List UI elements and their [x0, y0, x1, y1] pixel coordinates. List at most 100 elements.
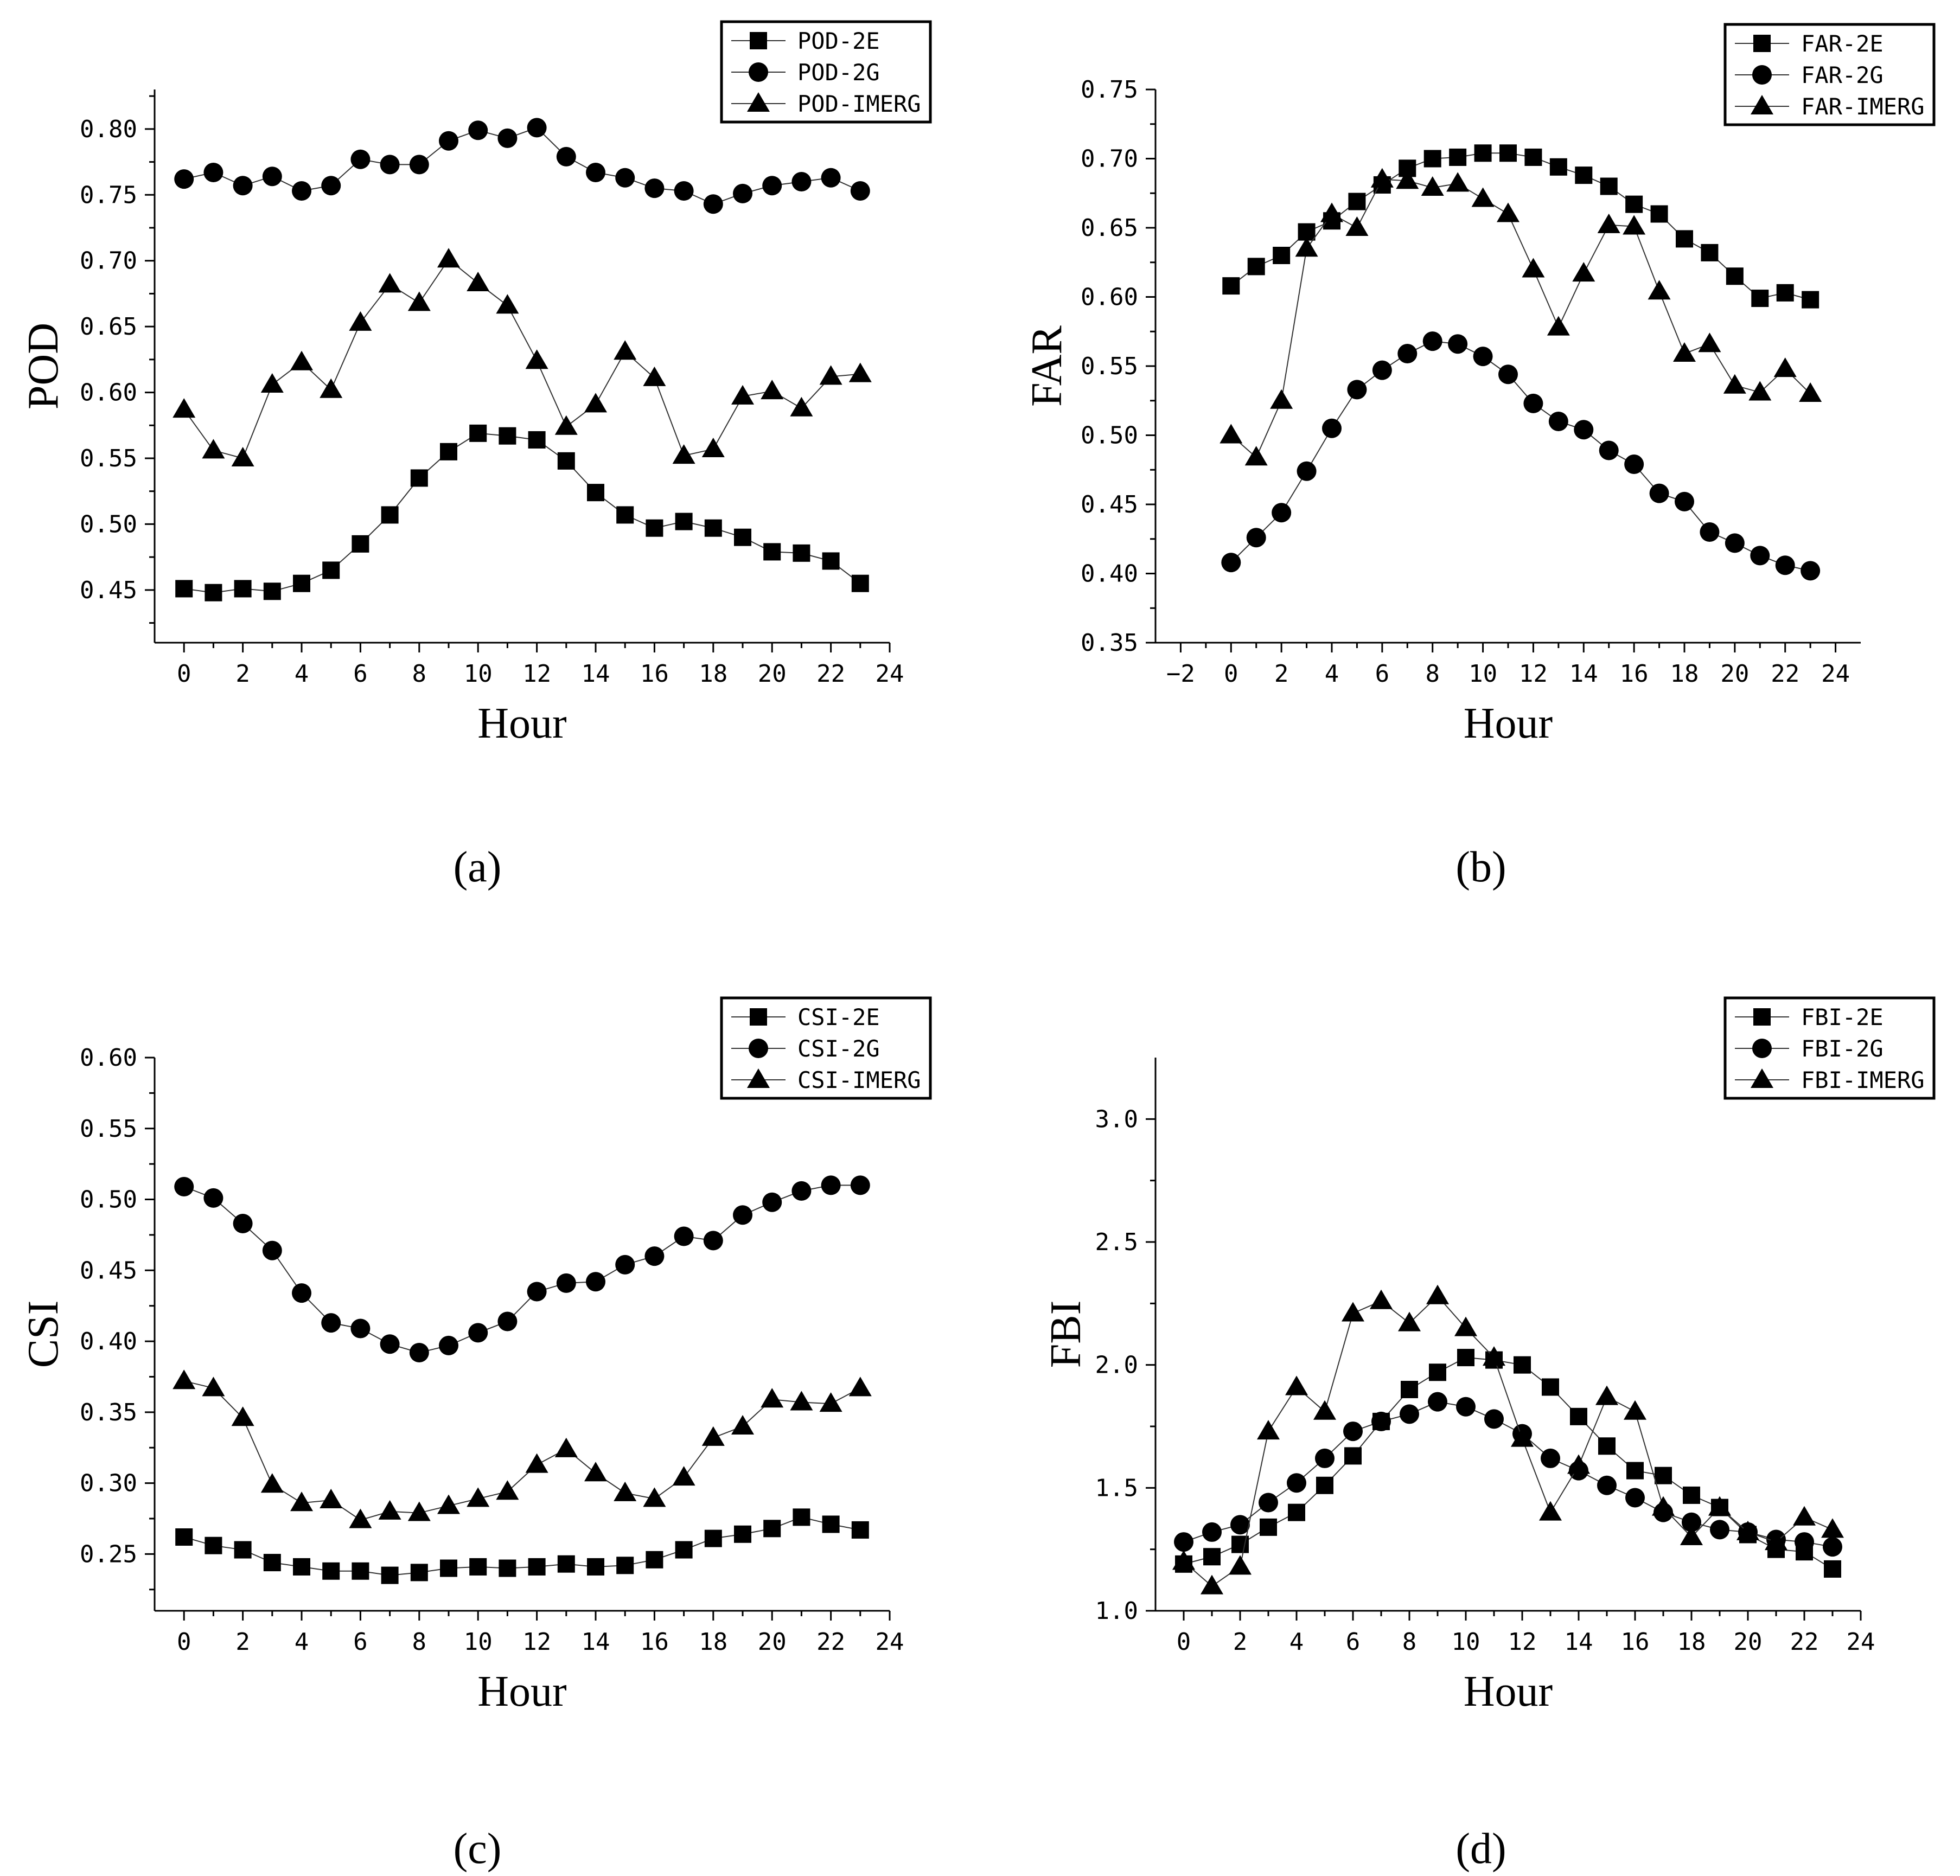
panel-b-series-far-2e-point: [1222, 277, 1240, 295]
panel-b-series-far-2e-point: [1348, 193, 1366, 210]
panel-a-series-pod-2g-line: [183, 127, 861, 205]
panel-a-series-pod-2g: [174, 118, 870, 214]
panel-c-series-csi-imerg: [173, 1369, 872, 1528]
panel-d-series-fbi-2g-point: [1484, 1409, 1504, 1429]
panel-d-series-fbi-imerg-point: [1454, 1316, 1477, 1336]
panel-d-x-tick-label: 16: [1621, 1628, 1650, 1656]
panel-a-series-pod-imerg-point: [260, 373, 284, 393]
panel-c-series-csi-2e-point: [440, 1559, 457, 1577]
panel-b-y-tick-label: 0.70: [1081, 145, 1138, 173]
panel-a-series-pod-imerg-point: [614, 340, 637, 360]
panel-c-series-csi-2e-point: [352, 1562, 369, 1580]
panel-d-x-tick-label: 20: [1734, 1628, 1763, 1656]
panel-a-series-pod-2e-point: [616, 506, 634, 524]
panel-c-series-csi-imerg-point: [819, 1392, 842, 1412]
panel-a-series-pod-imerg-point: [819, 365, 842, 385]
panel-c-x-tick-label: 0: [177, 1628, 191, 1656]
panel-d-x-axis-title: Hour: [1464, 1668, 1553, 1715]
panel-a-x-tick-label: 14: [582, 660, 610, 688]
panel-a-series-pod-2g-point: [262, 167, 282, 187]
panel-c-series-csi-2g-point: [409, 1343, 429, 1362]
panel-b-y-tick-label: 0.50: [1081, 422, 1138, 450]
panel-d-series-fbi-imerg: [1172, 1284, 1844, 1595]
panel-b-series-far-2g-line: [1230, 341, 1811, 572]
panel-d-series-fbi-imerg-point: [1539, 1501, 1562, 1521]
panel-c-series-csi-2g-point: [850, 1175, 870, 1195]
panel-d-series-fbi-imerg-point: [1567, 1454, 1590, 1474]
panel-b-label: (b): [1455, 843, 1506, 891]
panel-d-series-fbi-imerg-point: [1342, 1302, 1364, 1322]
panel-b-series-far-imerg-point: [1295, 237, 1318, 257]
panel-a-series-pod-2e-point: [851, 574, 869, 592]
panel-c-series-csi-imerg-point: [525, 1453, 548, 1473]
panel-c-series-csi-2g-point: [439, 1335, 458, 1355]
panel-c-series-csi-2e-point: [175, 1528, 193, 1546]
panel-d-series-fbi-imerg-point: [1229, 1555, 1252, 1575]
panel-a-series-pod-imerg-point: [349, 311, 372, 331]
panel-c-series-csi-imerg-point: [437, 1494, 460, 1514]
panel-c-series-csi-2g-point: [644, 1246, 665, 1266]
panel-b: −2 0 2 4 6 8 10 12 14 16 18 20 22 240.350.400.450.500…: [1023, 23, 1936, 891]
panel-a-series-pod-2g-point: [439, 131, 458, 151]
panel-b-series-far-imerg-point: [1673, 342, 1696, 362]
panel-a-series-pod-imerg-point: [761, 380, 784, 400]
panel-d-legend-label: FBI-2G: [1801, 1035, 1884, 1062]
panel-d-series-fbi-imerg-point: [1624, 1400, 1646, 1420]
panel-b-y-tick-label: 0.65: [1081, 214, 1138, 242]
panel-c-series-csi-2e-line: [183, 1516, 860, 1576]
panel-a-series-pod-2e-point: [587, 484, 604, 502]
panel-b-series-far-imerg-point: [1270, 389, 1293, 409]
panel-a-x-tick-label: 16: [640, 660, 669, 688]
panel-d-series-fbi-imerg-point: [1172, 1550, 1195, 1570]
panel-d-series-fbi-imerg-point: [1793, 1506, 1816, 1526]
panel-a-series-pod-2e-point: [263, 582, 281, 600]
panel-a-y-tick-label: 0.75: [80, 181, 137, 209]
panel-b-series-far-imerg-point: [1597, 213, 1620, 233]
panel-a-series-pod-2e-point: [734, 528, 751, 546]
panel-a-legend-marker: [750, 32, 767, 49]
panel-a-y-tick-label: 0.45: [80, 577, 137, 604]
panel-c-series-csi-imerg-point: [731, 1415, 754, 1435]
panel-c-series-csi-imerg-point: [554, 1437, 578, 1457]
panel-a-series-pod-2e-point: [675, 513, 693, 530]
panel-a-series-pod-imerg-point: [554, 415, 578, 435]
panel-b-series-far-2e-point: [1701, 244, 1719, 261]
panel-c-series-csi-2e-point: [704, 1529, 722, 1547]
panel-a-series-pod-imerg-point: [643, 366, 666, 386]
panel-a-series-pod-2e-point: [499, 427, 516, 445]
panel-b-x-tick-label: 12: [1519, 660, 1548, 688]
panel-b-series-far-imerg-point: [1396, 169, 1419, 189]
panel-b-series-far-2g-point: [1372, 360, 1392, 380]
panel-d-series-fbi-2e-point: [1344, 1447, 1362, 1465]
panel-b-legend: FAR-2E FAR-2G FAR-IMERG: [1723, 23, 1936, 126]
panel-b-x-tick-label: 24: [1821, 660, 1850, 688]
panel-d-series-fbi-imerg-point: [1370, 1289, 1393, 1309]
panel-d-x-tick-label: 8: [1402, 1628, 1417, 1656]
panel-b-series-far-imerg-point: [1623, 215, 1646, 235]
panel-a-series-pod-2e: [175, 424, 869, 601]
panel-c-legend-marker: [750, 1008, 767, 1026]
panel-b-series-far-imerg-line: [1230, 178, 1811, 458]
panel-b-series-far-2g-point: [1397, 344, 1418, 364]
panel-a-legend-label: POD-2E: [797, 28, 880, 54]
panel-b-x-tick-label: 22: [1771, 660, 1799, 688]
panel-a-series-pod-2g-point: [380, 155, 400, 175]
panel-d-series-fbi-imerg-point: [1257, 1420, 1280, 1440]
panel-d-series-fbi-2g-point: [1315, 1448, 1335, 1468]
panel-a-series-pod-2e-point: [528, 431, 546, 449]
panel-c-series-csi-2g-point: [733, 1205, 752, 1225]
panel-b-series-far-imerg-point: [1220, 424, 1243, 444]
panel-a-series-pod-2g-point: [174, 169, 194, 189]
panel-b-series-far-2g-point: [1775, 555, 1795, 575]
panel-b-legend-label: FAR-2E: [1801, 30, 1884, 57]
panel-b-y-tick-label: 0.40: [1081, 560, 1138, 588]
panel-a-series-pod-2e-point: [175, 580, 193, 598]
panel-a-y-tick-label: 0.65: [80, 313, 137, 341]
panel-d-series-fbi-2g-point: [1230, 1515, 1250, 1535]
panel-a-series-pod-2g-point: [615, 168, 635, 188]
panel-c: 0 2 4 6 8 10 12 14 16 18 20 22 240.250.300.350.400.4…: [20, 996, 932, 1873]
panel-b-series-far-imerg: [1220, 168, 1822, 466]
panel-a-series-pod-imerg-point: [467, 272, 490, 291]
panel-c-x-tick-label: 4: [295, 1628, 309, 1656]
panel-b-series-far-2g-point: [1624, 454, 1644, 475]
